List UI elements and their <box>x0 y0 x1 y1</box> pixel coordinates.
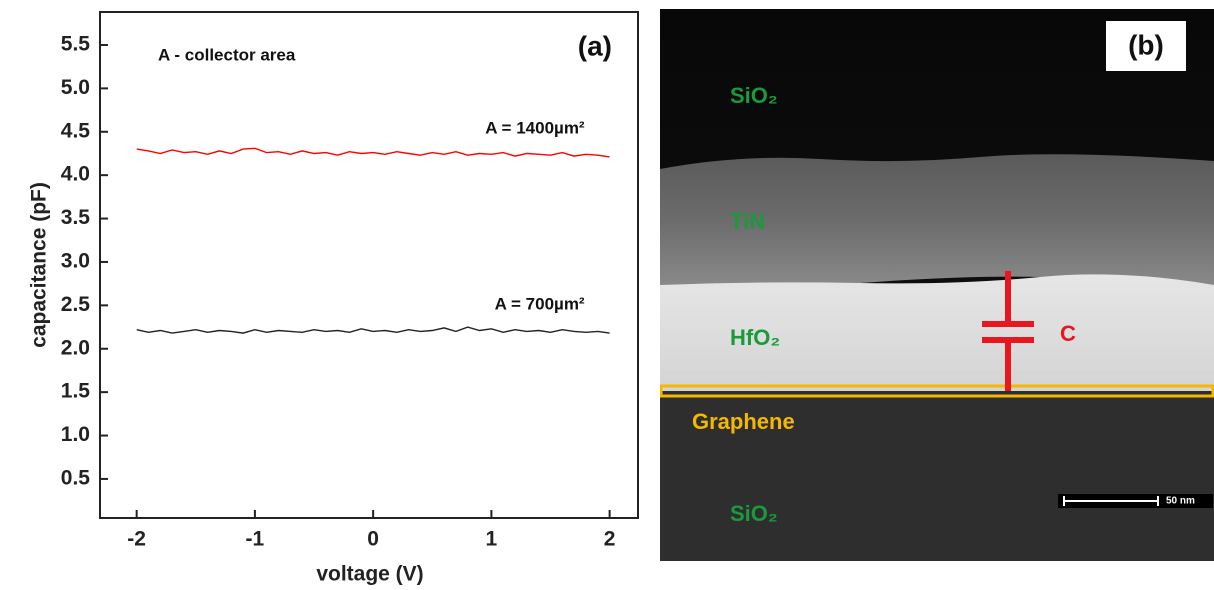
x-tick-label: 0 <box>367 528 379 551</box>
y-tick-label: 5.5 <box>61 33 91 56</box>
x-tick-label: 1 <box>486 528 498 551</box>
layer-sio2-bottom <box>660 391 1214 561</box>
series-label: A = 1400µm² <box>485 118 585 137</box>
series-line <box>136 326 610 334</box>
y-tick-label: 4.5 <box>61 119 91 142</box>
plot-frame <box>99 11 639 519</box>
y-axis-title: capacitance (pF) <box>28 182 51 348</box>
chart: voltage (V) capacitance (pF) A - collect… <box>28 11 639 586</box>
x-tick-label: -2 <box>127 528 146 551</box>
layer-label: SiO₂ <box>730 83 778 108</box>
series-label: A = 700µm² <box>495 295 585 314</box>
scale-bar <box>1063 496 1159 506</box>
y-tick-label: 1.5 <box>61 380 91 403</box>
panel-label: (a) <box>578 30 612 61</box>
y-tick-label: 0.5 <box>61 466 91 489</box>
x-tick-label: -1 <box>246 528 265 551</box>
capacitor-symbol <box>982 271 1034 391</box>
y-tick-label: 5.0 <box>61 76 90 99</box>
series-line <box>136 147 610 158</box>
layer-label: Graphene <box>692 409 795 434</box>
capacitor-label: C <box>1060 321 1076 346</box>
y-tick-label: 3.0 <box>61 250 90 273</box>
graphene-outline <box>660 384 1214 398</box>
label-box <box>1106 21 1186 71</box>
scale-bar-label: 50 nm <box>1166 496 1195 507</box>
x-tick-label: 2 <box>604 528 616 551</box>
x-axis-title: voltage (V) <box>316 563 423 586</box>
y-tick-label: 1.0 <box>61 423 90 446</box>
y-tick-label: 3.5 <box>61 206 91 229</box>
panel-label: (b) <box>1128 29 1164 60</box>
layer-hfo2 <box>660 274 1214 391</box>
y-tick-label: 2.5 <box>61 293 91 316</box>
micrograph: (b) SiO₂ TiN HfO₂ Graphene SiO₂ C 50 nm <box>660 9 1214 561</box>
layer-tin <box>660 154 1214 288</box>
layer-label: SiO₂ <box>730 501 778 526</box>
annotation: A - collector area <box>158 45 296 64</box>
layer-label: HfO₂ <box>730 325 780 350</box>
layer-label: TiN <box>730 209 765 234</box>
y-tick-label: 2.0 <box>61 336 90 359</box>
y-tick-label: 4.0 <box>61 163 90 186</box>
